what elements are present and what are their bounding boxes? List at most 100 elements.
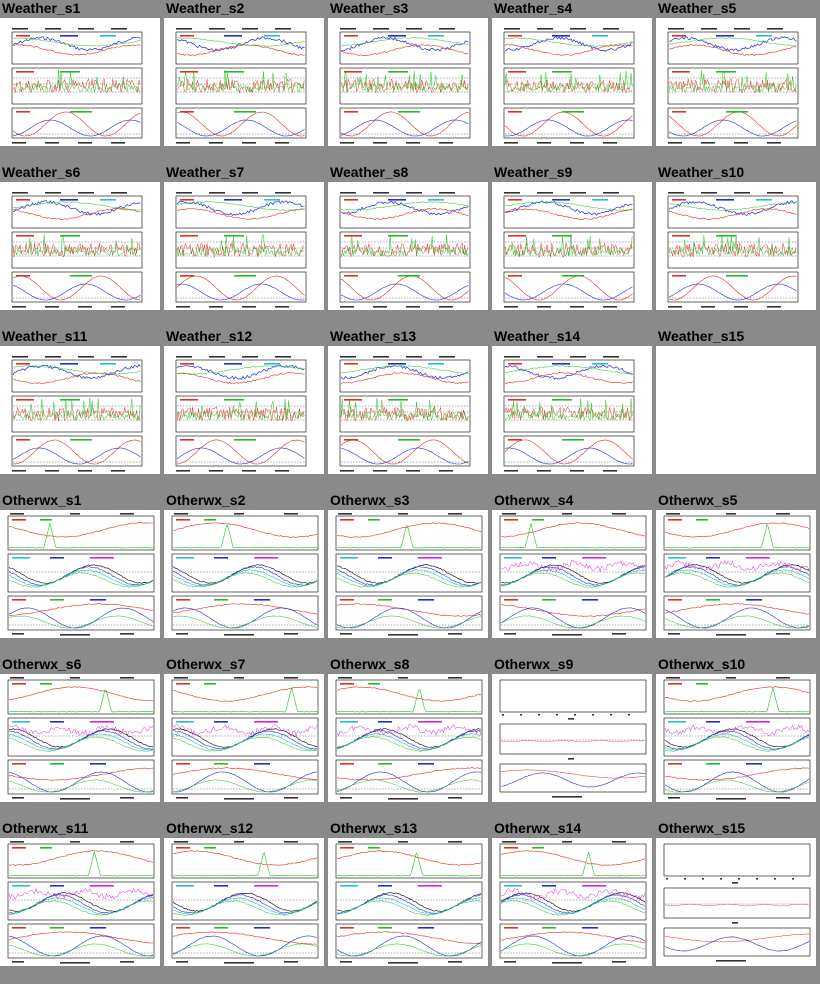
thumbnail-title[interactable]: Weather_s13 xyxy=(330,328,417,344)
plot-thumbnail-graphic xyxy=(663,677,811,800)
thumbnail-title[interactable]: Weather_s8 xyxy=(330,164,409,180)
plot-thumbnail-graphic xyxy=(171,513,319,636)
plot-thumbnail[interactable] xyxy=(492,18,652,146)
plot-thumbnail-graphic xyxy=(499,513,647,636)
thumbnail-cell: Otherwx_s9 xyxy=(492,656,656,820)
thumbnail-title[interactable]: Otherwx_s1 xyxy=(2,492,82,508)
thumbnail-cell: Otherwx_s1 xyxy=(0,492,164,656)
thumbnail-title[interactable]: Otherwx_s5 xyxy=(658,492,738,508)
thumbnail-title[interactable]: Weather_s10 xyxy=(658,164,745,180)
thumbnail-cell: Otherwx_s3 xyxy=(328,492,492,656)
thumbnail-title[interactable]: Otherwx_s6 xyxy=(2,656,82,672)
thumbnail-cell: Otherwx_s6 xyxy=(0,656,164,820)
thumbnail-title[interactable]: Weather_s3 xyxy=(330,0,409,16)
thumbnail-title[interactable]: Weather_s15 xyxy=(658,328,745,344)
plot-thumbnail[interactable] xyxy=(328,18,488,146)
thumbnail-cell: Weather_s2 xyxy=(164,0,328,164)
thumbnail-cell: Otherwx_s14 xyxy=(492,820,656,984)
plot-thumbnail-graphic xyxy=(667,192,799,308)
plot-thumbnail[interactable] xyxy=(492,838,652,966)
plot-thumbnail-graphic xyxy=(11,28,143,144)
plot-thumbnail[interactable] xyxy=(328,182,488,310)
plot-thumbnail[interactable] xyxy=(328,838,488,966)
thumbnail-cell: Weather_s3 xyxy=(328,0,492,164)
plot-thumbnail[interactable] xyxy=(492,182,652,310)
thumbnail-cell: Weather_s7 xyxy=(164,164,328,328)
thumbnail-cell: Otherwx_s5 xyxy=(656,492,820,656)
thumbnail-title[interactable]: Otherwx_s4 xyxy=(494,492,574,508)
plot-thumbnail[interactable] xyxy=(656,182,816,310)
thumbnail-cell: Otherwx_s2 xyxy=(164,492,328,656)
plot-thumbnail[interactable] xyxy=(656,510,816,638)
thumbnail-title[interactable]: Otherwx_s3 xyxy=(330,492,410,508)
plot-thumbnail-graphic xyxy=(499,841,647,964)
plot-thumbnail[interactable] xyxy=(164,18,324,146)
thumbnail-title[interactable]: Otherwx_s15 xyxy=(658,820,746,836)
plot-thumbnail-graphic xyxy=(11,192,143,308)
plot-thumbnail[interactable] xyxy=(164,674,324,802)
plot-thumbnail[interactable] xyxy=(328,510,488,638)
plot-thumbnail[interactable] xyxy=(164,346,324,474)
thumbnail-title[interactable]: Otherwx_s10 xyxy=(658,656,746,672)
plot-thumbnail[interactable] xyxy=(164,182,324,310)
plot-thumbnail-graphic xyxy=(175,192,307,308)
plot-thumbnail[interactable] xyxy=(656,674,816,802)
thumbnail-title[interactable]: Weather_s11 xyxy=(2,328,88,344)
thumbnail-title[interactable]: Weather_s4 xyxy=(494,0,573,16)
plot-thumbnail-graphic xyxy=(335,513,483,636)
plot-thumbnail[interactable] xyxy=(0,838,160,966)
plot-thumbnail[interactable] xyxy=(0,18,160,146)
thumbnail-cell: Otherwx_s15 xyxy=(656,820,820,984)
thumbnail-title[interactable]: Weather_s5 xyxy=(658,0,737,16)
thumbnail-title[interactable]: Otherwx_s9 xyxy=(494,656,574,672)
plot-thumbnail[interactable] xyxy=(0,674,160,802)
thumbnail-cell: Otherwx_s10 xyxy=(656,656,820,820)
thumbnail-title[interactable]: Weather_s14 xyxy=(494,328,581,344)
plot-thumbnail[interactable] xyxy=(492,510,652,638)
plot-thumbnail-graphic xyxy=(11,356,143,472)
plot-thumbnail-graphic xyxy=(7,513,155,636)
thumbnail-title[interactable]: Weather_s9 xyxy=(494,164,573,180)
thumbnail-cell: Otherwx_s13 xyxy=(328,820,492,984)
plot-thumbnail[interactable] xyxy=(0,510,160,638)
thumbnail-title[interactable]: Otherwx_s14 xyxy=(494,820,582,836)
plot-thumbnail[interactable] xyxy=(328,674,488,802)
plot-thumbnail-graphic xyxy=(335,677,483,800)
thumbnail-cell: Weather_s4 xyxy=(492,0,656,164)
plot-thumbnail[interactable] xyxy=(492,346,652,474)
thumbnail-cell: Weather_s11 xyxy=(0,328,164,492)
thumbnail-cell: Otherwx_s11 xyxy=(0,820,164,984)
thumbnail-title[interactable]: Otherwx_s2 xyxy=(166,492,246,508)
thumbnail-title[interactable]: Otherwx_s8 xyxy=(330,656,410,672)
plot-thumbnail[interactable] xyxy=(164,510,324,638)
thumbnail-title[interactable]: Otherwx_s7 xyxy=(166,656,246,672)
thumbnail-title[interactable]: Otherwx_s12 xyxy=(166,820,254,836)
thumbnail-cell: Otherwx_s8 xyxy=(328,656,492,820)
thumbnail-cell: Otherwx_s7 xyxy=(164,656,328,820)
thumbnail-title[interactable]: Otherwx_s11 xyxy=(2,820,89,836)
thumbnail-title[interactable]: Weather_s7 xyxy=(166,164,245,180)
plot-thumbnail[interactable] xyxy=(0,346,160,474)
plot-thumbnail[interactable] xyxy=(656,838,816,966)
thumbnail-cell: Weather_s15 xyxy=(656,328,820,492)
plot-thumbnail[interactable] xyxy=(164,838,324,966)
thumbnail-title[interactable]: Weather_s2 xyxy=(166,0,245,16)
thumbnail-cell: Weather_s5 xyxy=(656,0,820,164)
thumbnail-title[interactable]: Otherwx_s13 xyxy=(330,820,418,836)
plot-thumbnail-graphic xyxy=(339,192,471,308)
plot-thumbnail-graphic xyxy=(503,192,635,308)
thumbnail-title[interactable]: Weather_s6 xyxy=(2,164,81,180)
thumbnail-cell: Weather_s8 xyxy=(328,164,492,328)
plot-thumbnail[interactable] xyxy=(656,18,816,146)
thumbnail-title[interactable]: Weather_s1 xyxy=(2,0,81,16)
thumbnail-title[interactable]: Weather_s12 xyxy=(166,328,253,344)
plot-thumbnail-graphic xyxy=(171,677,319,800)
plot-thumbnail[interactable] xyxy=(328,346,488,474)
thumbnail-cell: Weather_s13 xyxy=(328,328,492,492)
plot-thumbnail[interactable] xyxy=(0,182,160,310)
plot-thumbnail[interactable] xyxy=(492,674,652,802)
thumbnail-cell: Weather_s1 xyxy=(0,0,164,164)
blank-thumbnail[interactable] xyxy=(656,346,816,474)
thumbnail-cell: Otherwx_s12 xyxy=(164,820,328,984)
